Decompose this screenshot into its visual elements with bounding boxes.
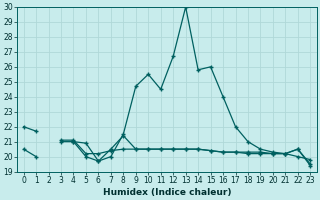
X-axis label: Humidex (Indice chaleur): Humidex (Indice chaleur): [103, 188, 231, 197]
